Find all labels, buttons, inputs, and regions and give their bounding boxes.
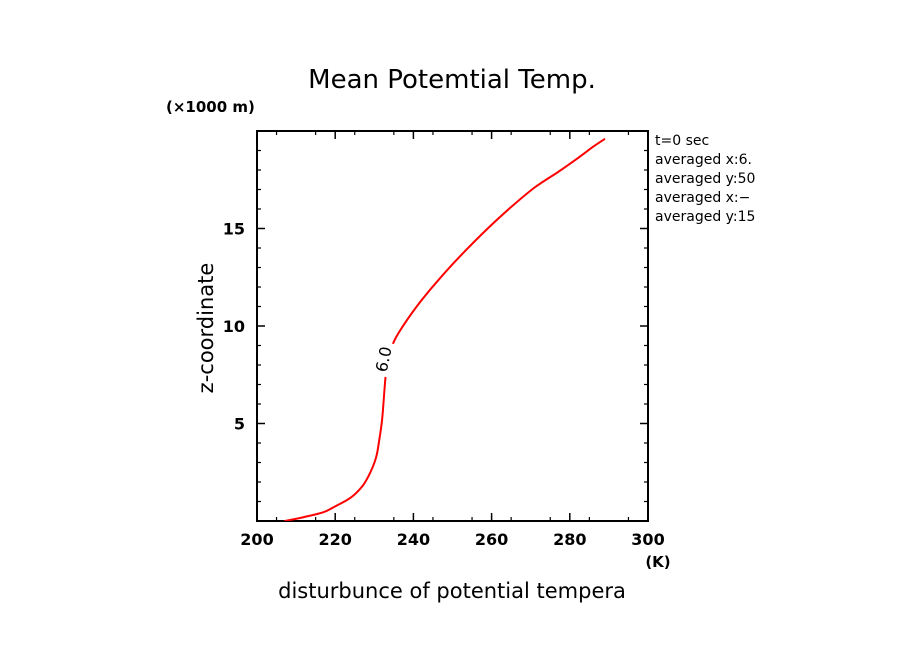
x-axis: 200 220 240 260 280 300 (240, 131, 665, 549)
info-line: averaged y:50 (655, 171, 755, 187)
x-tick-label: 280 (553, 530, 586, 549)
x-axis-label: disturbunce of potential tempera (278, 579, 626, 603)
plot-frame (256, 130, 649, 522)
info-line: averaged x:− (655, 190, 750, 206)
info-panel: t=0 sec averaged x:6. averaged y:50 average… (655, 133, 755, 225)
info-line: averaged y:15 (655, 209, 755, 225)
y-unit-label: (×1000 m) (166, 98, 255, 116)
y-tick-label: 15 (223, 220, 245, 239)
x-unit-label: (K) (645, 553, 670, 571)
x-tick-label: 300 (631, 530, 664, 549)
info-line: averaged x:6. (655, 152, 752, 168)
x-tick-label: 220 (318, 530, 351, 549)
contour-label-background (370, 340, 396, 378)
y-tick-label: 10 (223, 317, 245, 336)
contour-label: 6.0 (372, 345, 396, 374)
x-tick-label: 240 (397, 530, 430, 549)
x-tick-label: 200 (240, 530, 273, 549)
minor-ticks (257, 131, 648, 521)
y-tick-label: 5 (234, 415, 245, 434)
x-tick-label: 260 (475, 530, 508, 549)
chart-title: Mean Potemtial Temp. (308, 65, 596, 95)
y-axis: 5 10 15 (223, 220, 648, 434)
series-line (284, 137, 606, 521)
info-line: t=0 sec (655, 133, 709, 149)
y-axis-label: z-coordinate (194, 263, 218, 394)
